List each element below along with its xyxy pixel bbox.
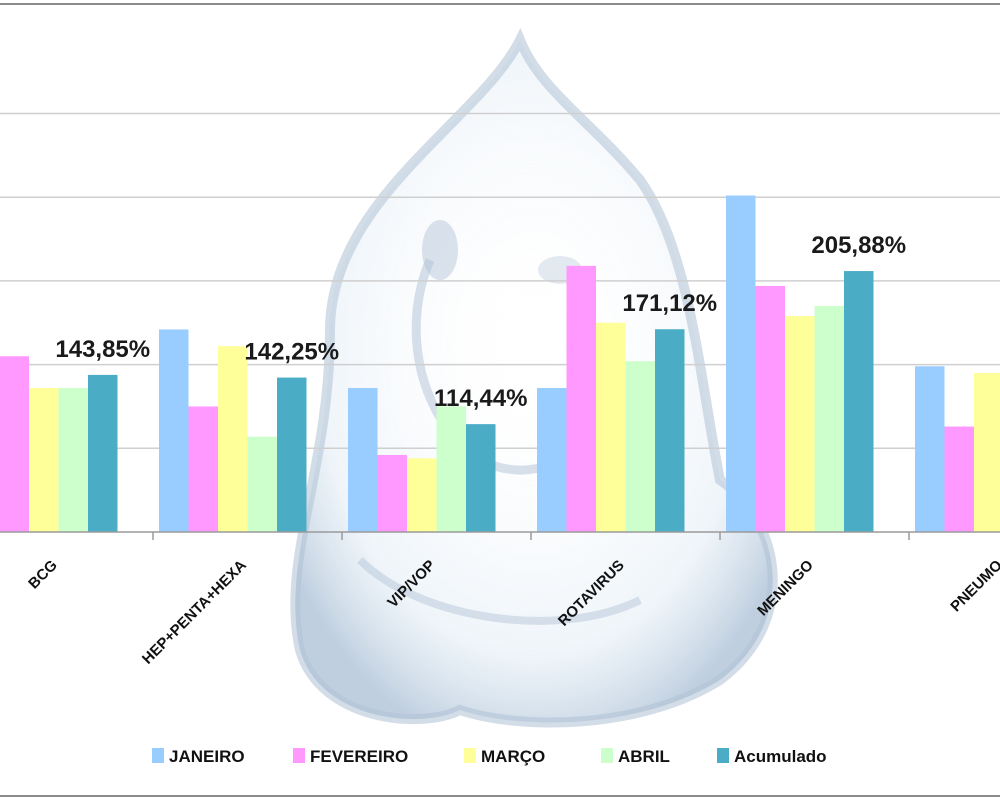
watermark-mascot [290,27,778,728]
legend-label: Acumulado [734,747,827,766]
bar-abril [58,388,88,532]
bar-janeiro [915,366,945,532]
bar-fevereiro [0,356,29,532]
data-label: 114,44% [434,385,527,412]
legend-label: ABRIL [618,747,670,766]
bar-março [974,372,1000,532]
bar-fevereiro [755,285,785,532]
bar-janeiro [726,195,756,532]
legend-swatch-janeiro [152,748,164,763]
legend-swatch-acumulado [717,748,729,763]
bar-acumulado [466,424,496,532]
legend-label: JANEIRO [169,747,245,766]
legend-swatch-abril [601,748,613,763]
bar-acumulado [844,271,874,532]
bar-acumulado [277,377,307,532]
data-label: 205,88% [811,232,906,259]
bar-janeiro [159,329,189,532]
data-label: 143,85% [55,336,150,363]
bar-janeiro [537,388,567,532]
bar-março [29,388,59,532]
bar-fevereiro [944,426,974,532]
bar-fevereiro [188,406,218,532]
legend-label: FEVEREIRO [310,747,408,766]
bar-janeiro [348,388,378,532]
bar-fevereiro [377,454,407,532]
legend-swatch-fevereiro [293,748,305,763]
bars [0,195,1000,532]
bar-março [596,322,626,532]
data-label: 171,12% [622,290,717,317]
legend: JANEIRO FEVEREIRO MARÇO ABRIL Acumulado [152,747,827,766]
bar-março [218,346,248,532]
legend-label: MARÇO [481,747,545,766]
legend-swatch-março [464,748,476,763]
data-label: 142,25% [244,339,339,366]
bar-abril [625,361,655,532]
bar-abril [814,306,844,532]
bar-março [407,458,437,532]
bar-abril [247,436,277,532]
data-labels: 143,85% 142,25% 114,44% 171,12% 205,88% [55,232,906,412]
bar-março [785,316,815,532]
bar-abril [436,406,466,532]
bar-fevereiro [566,265,596,532]
bar-acumulado [655,329,685,532]
bar-acumulado [88,374,118,532]
